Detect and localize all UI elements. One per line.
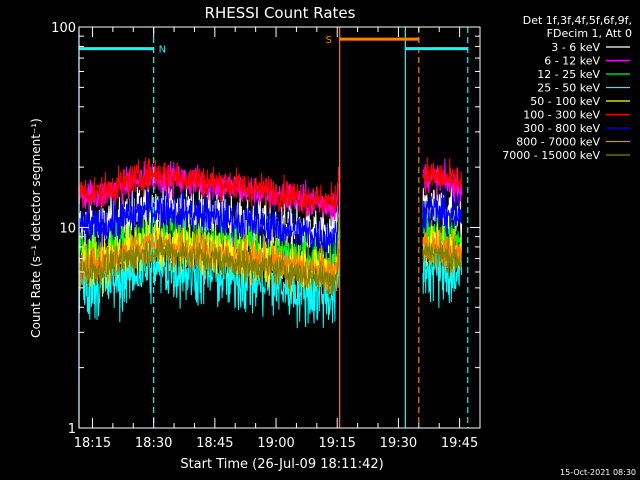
x-tick-label: 19:15 — [318, 436, 355, 451]
legend-entry-label: 300 - 800 keV — [523, 122, 600, 135]
data-layer — [78, 157, 463, 329]
legend-entry-label: 7000 - 15000 keV — [502, 149, 600, 162]
footer-timestamp: 15-Oct-2021 08:30 — [560, 468, 636, 477]
y-tick-label: 10 — [59, 222, 76, 237]
legend-entry-label: 25 - 50 keV — [537, 82, 600, 95]
legend-entry-label: 800 - 7000 keV — [516, 136, 600, 149]
x-tick-label: 19:00 — [257, 436, 294, 451]
legend-header-line1: Det 1f,3f,4f,5f,6f,9f, — [523, 14, 632, 27]
series-line-6-seg-1 — [422, 185, 463, 238]
legend-entry-label: 100 - 300 keV — [523, 109, 600, 122]
y-tick-label: 1 — [68, 422, 76, 437]
series-line-5-seg-0 — [78, 157, 341, 217]
axis-layer: 1 10 100 18:15 18:30 18:45 19:00 19:15 19:30 19:4… — [51, 21, 481, 451]
x-tick-label: 19:45 — [441, 436, 478, 451]
series-line-6-seg-0 — [78, 188, 341, 258]
legend: Det 1f,3f,4f,5f,6f,9f, FDecim 1, Att 0 3… — [502, 14, 632, 162]
x-axis-label: Start Time (26-Jul-09 18:11:42) — [180, 457, 383, 472]
legend-entry-label: 3 - 6 keV — [551, 41, 600, 54]
series-line-8-seg-1 — [422, 238, 463, 278]
y-axis-label: Count Rate (s⁻¹ detector segment⁻¹) — [29, 118, 43, 338]
series-line-5-seg-1 — [422, 157, 463, 196]
x-tick-label: 18:15 — [74, 436, 111, 451]
legend-entry-label: 50 - 100 keV — [530, 95, 600, 108]
legend-header-line2: FDecim 1, Att 0 — [547, 27, 632, 40]
legend-entry-label: 12 - 25 keV — [537, 68, 600, 81]
annotation-label-1: S — [326, 35, 332, 46]
x-tick-label: 18:45 — [196, 436, 233, 451]
series-line-8-seg-0 — [78, 230, 341, 298]
legend-entry-label: 6 - 12 keV — [544, 55, 600, 68]
annotation-label-0: N — [159, 45, 166, 56]
x-tick-label: 19:30 — [380, 436, 417, 451]
y-tick-label: 100 — [51, 21, 76, 36]
chart-title: RHESSI Count Rates — [205, 4, 356, 22]
x-tick-label: 18:30 — [135, 436, 172, 451]
